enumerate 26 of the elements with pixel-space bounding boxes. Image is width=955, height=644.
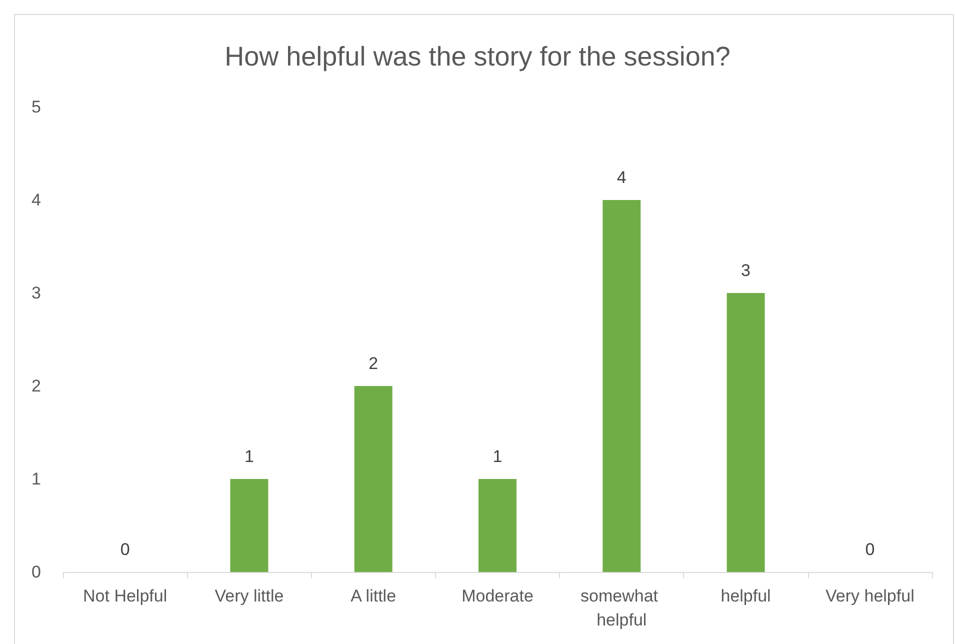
- x-tick-label: somewhat helpful: [580, 586, 663, 630]
- data-label: 4: [616, 168, 626, 187]
- y-tick-label: 1: [32, 470, 41, 488]
- x-tick-label: A little: [350, 586, 396, 606]
- bar: [602, 200, 641, 572]
- y-tick-label: 5: [32, 98, 41, 116]
- y-tick-label: 2: [32, 376, 41, 396]
- bar: [478, 479, 516, 572]
- data-label: 2: [368, 354, 378, 373]
- bar: [230, 479, 268, 572]
- x-tick-label: helpful: [720, 586, 771, 606]
- x-tick-label: Very little: [214, 586, 284, 606]
- chart-title: How helpful was the story for the session?: [224, 42, 730, 72]
- y-tick-label: 4: [32, 190, 41, 210]
- y-tick-label: 0: [32, 562, 41, 582]
- data-label: 1: [492, 447, 502, 466]
- bar: [354, 386, 392, 572]
- data-label: 0: [865, 540, 875, 559]
- x-tick-label: Not Helpful: [83, 586, 168, 606]
- data-label: 0: [120, 540, 130, 559]
- y-tick-label: 3: [32, 284, 41, 302]
- data-label: 3: [741, 261, 751, 280]
- x-tick-label: Very helpful: [826, 586, 914, 606]
- data-label: 1: [244, 447, 254, 466]
- x-tick-label: Moderate: [462, 586, 534, 606]
- bar: [726, 293, 765, 572]
